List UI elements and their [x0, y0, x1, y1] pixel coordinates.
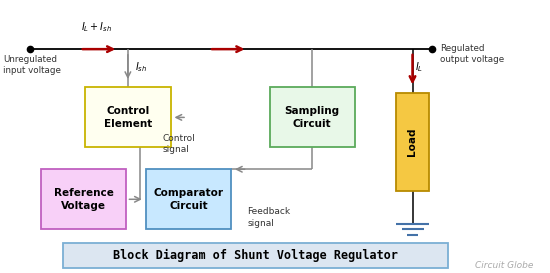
FancyBboxPatch shape: [146, 169, 231, 229]
Text: Control
signal: Control signal: [162, 134, 195, 154]
Text: Unregulated
input voltage: Unregulated input voltage: [3, 55, 60, 75]
FancyBboxPatch shape: [63, 243, 448, 268]
Text: Feedback
signal: Feedback signal: [248, 207, 290, 228]
FancyBboxPatch shape: [41, 169, 127, 229]
Text: Control
Element: Control Element: [104, 106, 152, 129]
FancyBboxPatch shape: [270, 87, 355, 147]
Text: Comparator
Circuit: Comparator Circuit: [153, 188, 223, 211]
FancyBboxPatch shape: [85, 87, 170, 147]
Text: $I_L$: $I_L$: [415, 60, 424, 74]
Text: Load: Load: [408, 128, 417, 156]
Text: Reference
Voltage: Reference Voltage: [54, 188, 114, 211]
FancyBboxPatch shape: [396, 93, 429, 191]
Text: $I_L + I_{sh}$: $I_L + I_{sh}$: [81, 20, 112, 34]
Text: Block Diagram of Shunt Voltage Regulator: Block Diagram of Shunt Voltage Regulator: [113, 249, 398, 262]
Text: Circuit Globe: Circuit Globe: [475, 261, 534, 270]
Text: Sampling
Circuit: Sampling Circuit: [284, 106, 340, 129]
Text: $I_{sh}$: $I_{sh}$: [135, 60, 147, 74]
Text: Regulated
output voltage: Regulated output voltage: [440, 44, 504, 64]
